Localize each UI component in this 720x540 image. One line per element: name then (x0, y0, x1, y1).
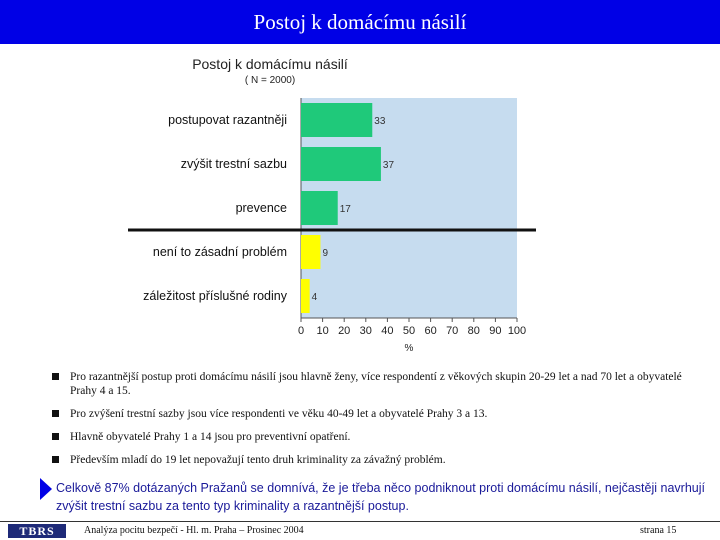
chart-subtitle: ( N = 2000) (244, 75, 296, 86)
chart-title: Postoj k domácímu násilí (192, 56, 348, 72)
bar (301, 279, 310, 313)
bar (301, 235, 321, 269)
category-label: záležitost příslušné rodiny (143, 289, 288, 303)
x-tick-label: 50 (403, 325, 415, 337)
bullet-item: Pro razantnější postup proti domácímu ná… (52, 370, 692, 398)
x-tick-label: 20 (338, 325, 350, 337)
tbrs-logo: TBRS (8, 524, 66, 538)
x-tick-label: 70 (446, 325, 458, 337)
arrow-right-icon (40, 478, 52, 500)
data-label: 9 (322, 248, 328, 259)
x-tick-label: 60 (424, 325, 436, 337)
category-label: zvýšit trestní sazbu (181, 157, 287, 171)
category-label: postupovat razantněji (168, 113, 287, 127)
bullet-item: Pro zvýšení trestní sazby jsou více resp… (52, 407, 692, 421)
slide-title: Postoj k domácímu násilí (253, 10, 467, 34)
page-number: strana 15 (640, 525, 677, 536)
category-label: prevence (236, 201, 287, 215)
data-label: 33 (374, 116, 386, 127)
slide-header: Postoj k domácímu násilí (0, 0, 720, 44)
x-tick-label: 10 (316, 325, 328, 337)
data-label: 17 (340, 204, 352, 215)
bullet-square-icon (52, 373, 59, 380)
bar (301, 103, 373, 137)
bullet-item: Především mladí do 19 let nepovažují ten… (52, 453, 692, 467)
bullet-square-icon (52, 456, 59, 463)
bar (301, 147, 381, 181)
x-tick-label: 40 (381, 325, 393, 337)
summary-text: Celkově 87% dotázaných Pražanů se domnív… (56, 481, 705, 513)
x-tick-label: 100 (508, 325, 526, 337)
footer-caption: Analýza pocitu bezpečí - Hl. m. Praha – … (84, 525, 304, 536)
x-tick-label: 90 (489, 325, 501, 337)
bullet-square-icon (52, 433, 59, 440)
x-tick-label: 30 (360, 325, 372, 337)
bullet-list: Pro razantnější postup proti domácímu ná… (52, 370, 692, 476)
data-label: 37 (383, 160, 395, 171)
x-tick-label: 0 (298, 325, 304, 337)
footer-divider (0, 521, 720, 522)
bullet-item: Hlavně obyvatelé Prahy 1 a 14 jsou pro p… (52, 430, 692, 444)
bar (301, 191, 338, 225)
x-axis-label: % (405, 343, 414, 354)
x-tick-label: 80 (468, 325, 480, 337)
bullet-square-icon (52, 410, 59, 417)
category-label: není to zásadní problém (153, 245, 287, 259)
data-label: 4 (312, 292, 318, 303)
